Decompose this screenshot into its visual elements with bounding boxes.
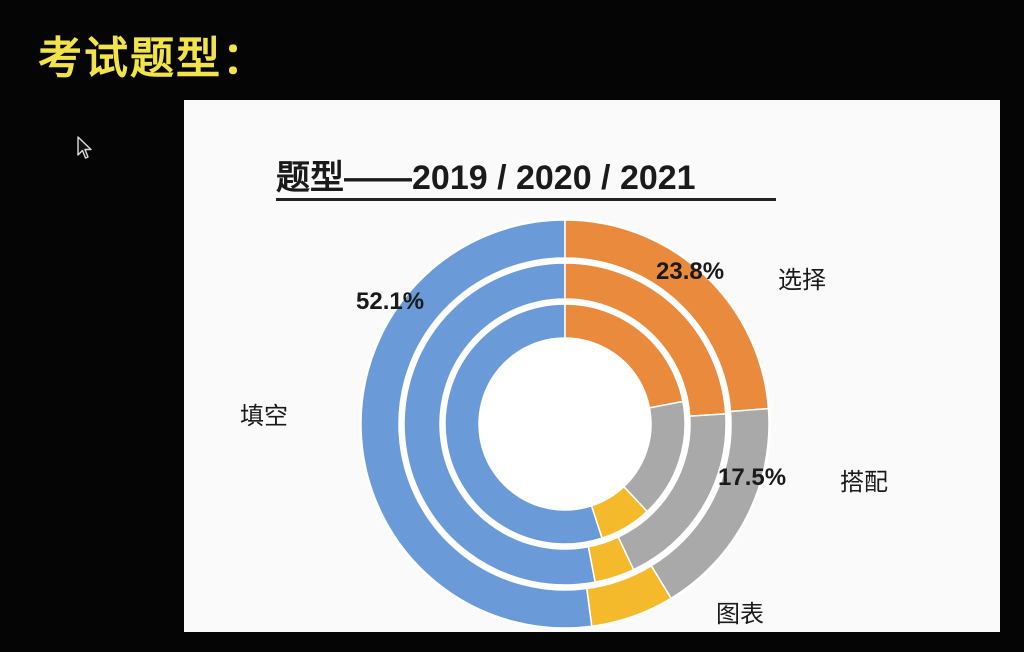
category-label-fill-blank: 填空 [240, 403, 288, 430]
ring-2-slice-chart [587, 536, 635, 584]
nested-donut-chart [359, 218, 771, 630]
category-label-multiple-choice: 选择 [778, 267, 826, 294]
ring-2-slice-fill-blank [403, 262, 597, 586]
data-label-multiple-choice: 23.8% [656, 258, 725, 285]
ring-3-slice-chart [590, 485, 649, 540]
data-label-fill-blank: 52.1% [356, 288, 425, 315]
ring-1-slice-fill-blank [360, 219, 593, 629]
category-label-chart: 图表 [716, 601, 764, 628]
chart-title: 题型——2019 / 2020 / 2021 [276, 159, 696, 197]
chart-card: 题型——2019 / 2020 / 2021 52.1% 23.8% 17.5%… [184, 100, 1000, 632]
ring-1-slice-chart [585, 564, 673, 628]
ring-3-slice-fill-blank [444, 303, 604, 545]
mouse-cursor-icon [77, 136, 92, 159]
data-label-matching: 17.5% [718, 464, 787, 491]
slide-heading: 考试题型： [38, 33, 268, 84]
category-label-matching: 搭配 [840, 469, 888, 496]
chart-title-underline [276, 198, 776, 201]
